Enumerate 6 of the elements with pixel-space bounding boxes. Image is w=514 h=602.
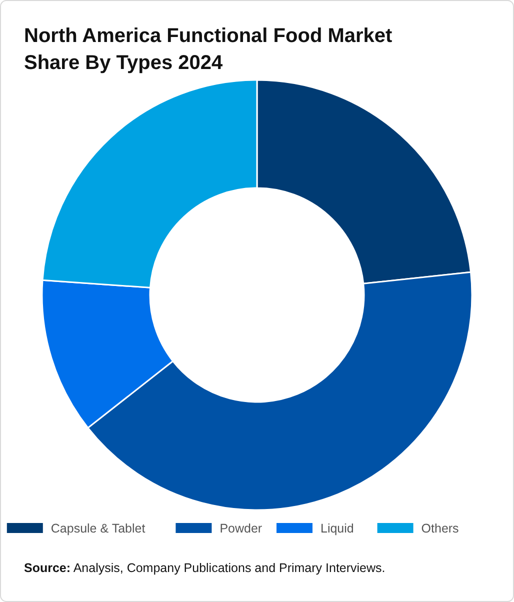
legend-label: Others	[421, 522, 459, 536]
legend-label: Liquid	[320, 522, 354, 536]
chart-title: North America Functional Food Market Share By Types 2024	[24, 25, 393, 74]
legend-label: Powder	[220, 522, 262, 536]
legend-label: Capsule & Tablet	[50, 522, 146, 536]
source-note: Source: Analysis, Company Publications and Primary Interviews.	[24, 561, 386, 575]
